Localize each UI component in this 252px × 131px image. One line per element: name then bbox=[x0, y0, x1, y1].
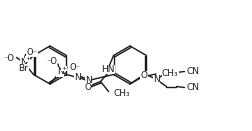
Text: +: + bbox=[61, 66, 67, 71]
Text: O⁻: O⁻ bbox=[69, 64, 80, 72]
Text: ⁻O: ⁻O bbox=[46, 58, 57, 67]
Text: N: N bbox=[57, 67, 63, 77]
Text: ⁻O: ⁻O bbox=[4, 54, 15, 63]
Text: Br: Br bbox=[19, 64, 28, 73]
Text: O: O bbox=[141, 72, 147, 81]
Text: CH₃: CH₃ bbox=[114, 89, 130, 98]
Text: O⁻: O⁻ bbox=[26, 48, 38, 57]
Text: N: N bbox=[20, 58, 27, 67]
Text: HN: HN bbox=[101, 65, 114, 74]
Text: O: O bbox=[84, 83, 91, 92]
Text: N: N bbox=[74, 73, 81, 82]
Text: N: N bbox=[85, 76, 92, 85]
Text: CH₃: CH₃ bbox=[162, 69, 179, 78]
Text: CN: CN bbox=[186, 67, 199, 76]
Text: N: N bbox=[153, 75, 160, 84]
Text: +: + bbox=[25, 56, 30, 61]
Text: CN: CN bbox=[186, 83, 199, 92]
